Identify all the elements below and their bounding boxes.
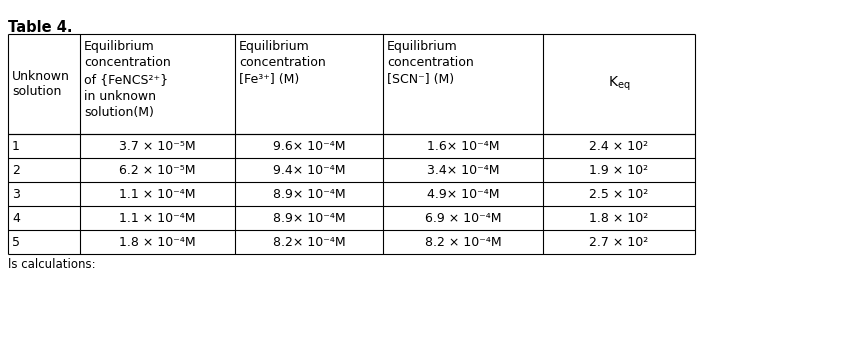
Text: 1.8 × 10⁻⁴M: 1.8 × 10⁻⁴M	[119, 236, 196, 248]
Text: 1.1 × 10⁻⁴M: 1.1 × 10⁻⁴M	[119, 188, 196, 200]
Text: 2.5 × 10²: 2.5 × 10²	[590, 188, 648, 200]
Text: 4: 4	[12, 212, 20, 224]
Text: 8.2× 10⁻⁴M: 8.2× 10⁻⁴M	[273, 236, 345, 248]
Text: K$_{\mathrm{eq}}$: K$_{\mathrm{eq}}$	[607, 75, 630, 93]
Text: 9.6× 10⁻⁴M: 9.6× 10⁻⁴M	[273, 140, 345, 152]
Text: 5: 5	[12, 236, 20, 248]
Text: 9.4× 10⁻⁴M: 9.4× 10⁻⁴M	[273, 164, 345, 176]
Text: Equilibrium
concentration
of {FeNCS²⁺}
in unknown
solution(M): Equilibrium concentration of {FeNCS²⁺} i…	[84, 40, 170, 119]
Text: 4.9× 10⁻⁴M: 4.9× 10⁻⁴M	[427, 188, 499, 200]
Text: 2.4 × 10²: 2.4 × 10²	[590, 140, 648, 152]
Text: 8.9× 10⁻⁴M: 8.9× 10⁻⁴M	[273, 212, 345, 224]
Text: 3.7 × 10⁻⁵M: 3.7 × 10⁻⁵M	[119, 140, 196, 152]
Text: Unknown
solution: Unknown solution	[12, 70, 70, 98]
Text: 3.4× 10⁻⁴M: 3.4× 10⁻⁴M	[427, 164, 499, 176]
Text: 1.8 × 10²: 1.8 × 10²	[590, 212, 648, 224]
Text: 1: 1	[12, 140, 20, 152]
Text: 6.2 × 10⁻⁵M: 6.2 × 10⁻⁵M	[119, 164, 196, 176]
Text: 2.7 × 10²: 2.7 × 10²	[590, 236, 648, 248]
Text: 1.9 × 10²: 1.9 × 10²	[590, 164, 648, 176]
Text: 2: 2	[12, 164, 20, 176]
Text: Equilibrium
concentration
[SCN⁻] (M): Equilibrium concentration [SCN⁻] (M)	[387, 40, 474, 86]
Text: 8.2 × 10⁻⁴M: 8.2 × 10⁻⁴M	[424, 236, 501, 248]
Text: 6.9 × 10⁻⁴M: 6.9 × 10⁻⁴M	[425, 212, 501, 224]
Text: 8.9× 10⁻⁴M: 8.9× 10⁻⁴M	[273, 188, 345, 200]
Text: Table 4.: Table 4.	[8, 19, 72, 34]
Text: ls calculations:: ls calculations:	[8, 258, 95, 271]
Text: Equilibrium
concentration
[Fe³⁺] (M): Equilibrium concentration [Fe³⁺] (M)	[239, 40, 325, 86]
Text: 1.6× 10⁻⁴M: 1.6× 10⁻⁴M	[427, 140, 499, 152]
Text: 1.1 × 10⁻⁴M: 1.1 × 10⁻⁴M	[119, 212, 196, 224]
Text: 3: 3	[12, 188, 20, 200]
